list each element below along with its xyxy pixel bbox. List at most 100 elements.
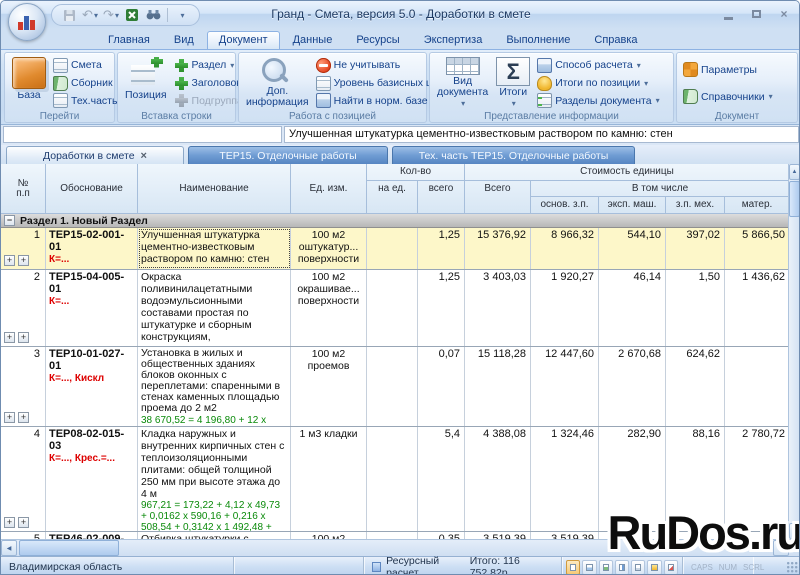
expand-icon[interactable]: + — [4, 255, 15, 266]
expand-icon[interactable]: + — [4, 412, 15, 423]
tab-ekspertiza[interactable]: Экспертиза — [423, 34, 483, 46]
coins-icon — [537, 75, 553, 91]
table-row[interactable]: 1 ТЕР15-02-001-01 К=... Улучшенная штукат… — [1, 228, 790, 270]
status-region: Владимирская область — [1, 557, 234, 574]
calc-method-button[interactable]: Способ расчета ▾ — [535, 57, 661, 74]
scroll-right-icon[interactable]: ▶ — [773, 540, 789, 556]
col-header-unit-cost: Стоимость единицы — [465, 164, 790, 181]
scroll-up-icon[interactable]: ▲ — [789, 164, 799, 180]
document-sections-button[interactable]: Разделы документа ▾ — [535, 92, 661, 109]
resize-grip[interactable] — [787, 562, 799, 574]
table-row[interactable]: 2 ТЕР15-04-005-01 К=... Окраска поливинил… — [1, 270, 790, 347]
table-row[interactable]: 4 ТЕР08-02-015-03 К=..., Крес.=... Кладка… — [1, 427, 790, 532]
doc-tab-tech-ter15[interactable]: Тех. часть ТЕР15. Отделочные работы — [392, 146, 635, 164]
group-label-view: Представление информации — [484, 111, 619, 122]
group-label-document: Документ — [714, 111, 760, 122]
base-button[interactable]: База — [9, 56, 49, 109]
tab-dannye[interactable]: Данные — [292, 34, 333, 46]
tab-resursy[interactable]: Ресурсы — [356, 34, 400, 46]
qat-separator — [167, 8, 168, 22]
smeta-button[interactable]: Смета — [51, 57, 119, 74]
focused-cell[interactable]: Улучшенная штукатурка цементно-известков… — [138, 228, 291, 269]
maximize-button[interactable] — [747, 7, 765, 21]
parameters-button[interactable]: Параметры — [681, 61, 775, 79]
expand-icon[interactable]: + — [18, 255, 29, 266]
ribbon-tab-strip: Главная Вид Документ Данные Ресурсы Эксп… — [1, 29, 799, 49]
name-box[interactable] — [3, 126, 282, 143]
ribbon-group-position: Доп. информация Не учитывать Уровень баз… — [238, 52, 451, 123]
col-header-including: В том числе — [531, 181, 790, 197]
expand-icon[interactable]: + — [18, 332, 29, 343]
table-view-icon — [445, 57, 480, 75]
formula-input[interactable]: Улучшенная штукатурка цементно-известков… — [284, 126, 799, 143]
qat-customize-icon[interactable]: ▾ — [180, 10, 185, 20]
coeff-label: К=... — [49, 296, 70, 307]
scroll-down-icon[interactable]: ▼ — [789, 523, 799, 539]
ribbon-group-goto: База Смета Сборник Тех.часть Перейти — [4, 52, 117, 123]
position-totals-button[interactable]: Итоги по позиции ▾ — [535, 75, 661, 92]
sbornik-button[interactable]: Сборник — [51, 75, 119, 92]
tab-vypolnenie[interactable]: Выполнение — [506, 34, 571, 46]
table-row[interactable]: 3 ТЕР10-01-027-01 К=..., Кискл Установка … — [1, 347, 790, 427]
minimize-button[interactable] — [719, 7, 737, 21]
tab-spravka[interactable]: Справка — [594, 34, 638, 46]
tab-glavnaya[interactable]: Главная — [108, 34, 150, 46]
estimate-doc-icon — [53, 57, 68, 73]
ignore-button[interactable]: Не учитывать — [314, 57, 454, 74]
collapse-icon[interactable]: − — [4, 215, 15, 226]
position-button[interactable]: Позиция — [122, 56, 170, 109]
section-row[interactable]: − Раздел 1. Новый Раздел — [1, 214, 790, 228]
expand-icon[interactable]: + — [4, 332, 15, 343]
tab-dokument[interactable]: Документ — [206, 31, 280, 49]
totals-button[interactable]: Σ Итоги ▾ — [493, 56, 533, 109]
document-view-button[interactable]: Вид документа ▾ — [434, 56, 491, 109]
magnifier-icon — [260, 57, 294, 85]
col-header-code: Обоснование — [46, 164, 138, 214]
vertical-scrollbar[interactable]: ▲ ▼ — [788, 164, 799, 539]
vertical-scroll-thumb[interactable] — [789, 181, 799, 217]
search-binoculars-icon[interactable] — [144, 6, 162, 24]
no-entry-icon — [315, 57, 331, 73]
view-mode-4-icon[interactable] — [614, 559, 630, 574]
excel-export-icon[interactable] — [123, 6, 141, 24]
group-label-position: Работа с позицией — [288, 111, 377, 122]
redo-icon[interactable]: ↷ ▾ — [103, 7, 119, 22]
table-row[interactable]: 5 ТЕР46-02-009-02 Отбивка штукатурки с 1… — [1, 532, 790, 539]
close-tab-icon[interactable]: × — [140, 149, 147, 162]
save-icon[interactable] — [60, 6, 78, 24]
chevron-down-icon: ▾ — [768, 92, 773, 101]
undo-icon[interactable]: ↶ ▾ — [82, 7, 98, 22]
expand-icon[interactable]: + — [18, 517, 29, 528]
horizontal-scrollbar[interactable]: ◀ ▶ — [1, 539, 799, 556]
tech-part-button[interactable]: Тех.часть — [51, 92, 119, 109]
zagolovok-button[interactable]: Заголовок — [172, 75, 245, 92]
podgruppa-button[interactable]: Подгруппа — [172, 92, 245, 109]
scroll-left-icon[interactable]: ◀ — [1, 540, 17, 556]
extra-info-button[interactable]: Доп. информация — [243, 56, 312, 109]
view-mode-6-icon[interactable] — [647, 559, 662, 574]
office-menu-button[interactable] — [8, 3, 46, 41]
tab-vid[interactable]: Вид — [173, 34, 194, 46]
col-header-unit: Ед. изм. — [291, 164, 367, 214]
col-header-total: Всего — [465, 181, 531, 214]
expand-icon[interactable]: + — [4, 517, 15, 528]
close-button[interactable]: × — [780, 7, 788, 21]
doc-tab-ter15[interactable]: ТЕР15. Отделочные работы — [188, 146, 388, 164]
estimate-grid: № п.п Обоснование Наименование Ед. изм. … — [1, 164, 799, 539]
view-mode-3-icon[interactable] — [598, 559, 613, 574]
coeff-label: К=..., Крес.=... — [49, 453, 115, 464]
view-mode-grid-icon[interactable] — [566, 559, 581, 574]
horizontal-scroll-thumb[interactable] — [19, 540, 119, 556]
ribbon-group-view: Вид документа ▾ Σ Итоги ▾ Способ расчета ▾ … — [429, 52, 674, 123]
view-mode-7-icon[interactable] — [663, 559, 678, 574]
expand-icon[interactable]: + — [18, 412, 29, 423]
quick-access-toolbar: ↶ ▾ ↷ ▾ ▾ — [51, 4, 200, 26]
view-mode-5-icon[interactable] — [631, 559, 646, 574]
doc-tab-active[interactable]: Доработки в смете × — [6, 146, 184, 164]
find-in-base-button[interactable]: Найти в норм. базе — [314, 92, 454, 109]
razdel-button[interactable]: Раздел ▾ — [172, 57, 245, 74]
view-mode-2-icon[interactable] — [582, 559, 597, 574]
directories-button[interactable]: Справочники ▾ — [681, 88, 775, 106]
add-section-icon — [173, 57, 189, 73]
